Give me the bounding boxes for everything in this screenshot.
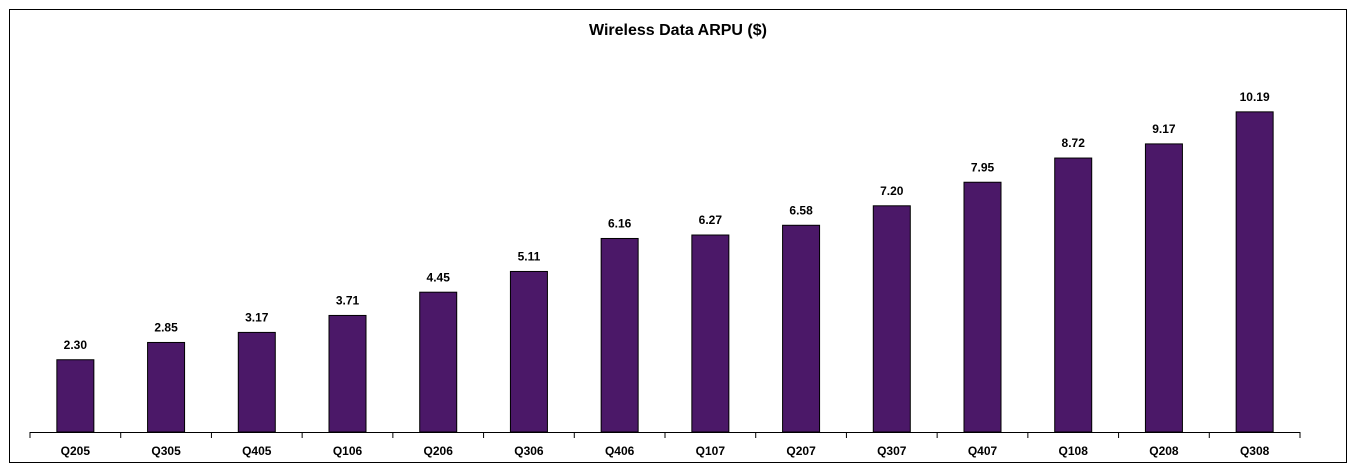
- data-label: 6.27: [699, 213, 723, 227]
- data-label: 6.58: [789, 203, 813, 217]
- data-label: 3.71: [336, 294, 360, 308]
- x-tick-label: Q307: [877, 444, 907, 458]
- data-label: 8.72: [1062, 136, 1086, 150]
- bar: [1144, 143, 1183, 433]
- data-label: 2.85: [154, 321, 178, 335]
- x-tick-label: Q107: [696, 444, 726, 458]
- data-label: 7.95: [971, 160, 995, 174]
- bar: [1054, 157, 1093, 433]
- x-tick-label: Q207: [786, 444, 816, 458]
- bar: [509, 270, 548, 433]
- x-tick-label: Q306: [514, 444, 544, 458]
- bar: [419, 291, 458, 433]
- bar: [328, 314, 367, 433]
- data-label: 4.45: [427, 270, 451, 284]
- x-tick-label: Q206: [424, 444, 454, 458]
- data-label: 7.20: [880, 184, 904, 198]
- data-label: 3.17: [245, 311, 269, 325]
- data-label: 10.19: [1240, 90, 1270, 104]
- data-label: 5.11: [518, 250, 541, 264]
- bar: [237, 331, 276, 433]
- bar: [56, 359, 95, 433]
- x-tick-label: Q305: [151, 444, 181, 458]
- bar: [600, 237, 639, 433]
- bar: [147, 341, 186, 433]
- chart-title: Wireless Data ARPU ($): [589, 22, 767, 39]
- bar: [963, 181, 1002, 433]
- bar: [782, 224, 821, 433]
- x-tick-label: Q407: [968, 444, 998, 458]
- data-label: 9.17: [1152, 122, 1176, 136]
- x-tick-label: Q205: [61, 444, 91, 458]
- chart-border: [9, 9, 1347, 463]
- data-label: 2.30: [64, 338, 88, 352]
- x-tick-label: Q108: [1059, 444, 1089, 458]
- bar: [872, 205, 911, 433]
- x-tick-label: Q208: [1149, 444, 1179, 458]
- x-tick-label: Q405: [242, 444, 272, 458]
- bar: [1235, 111, 1274, 433]
- bar: [691, 234, 730, 433]
- x-tick-label: Q308: [1240, 444, 1270, 458]
- data-label: 6.16: [608, 217, 632, 231]
- x-tick-label: Q406: [605, 444, 635, 458]
- x-tick-label: Q106: [333, 444, 363, 458]
